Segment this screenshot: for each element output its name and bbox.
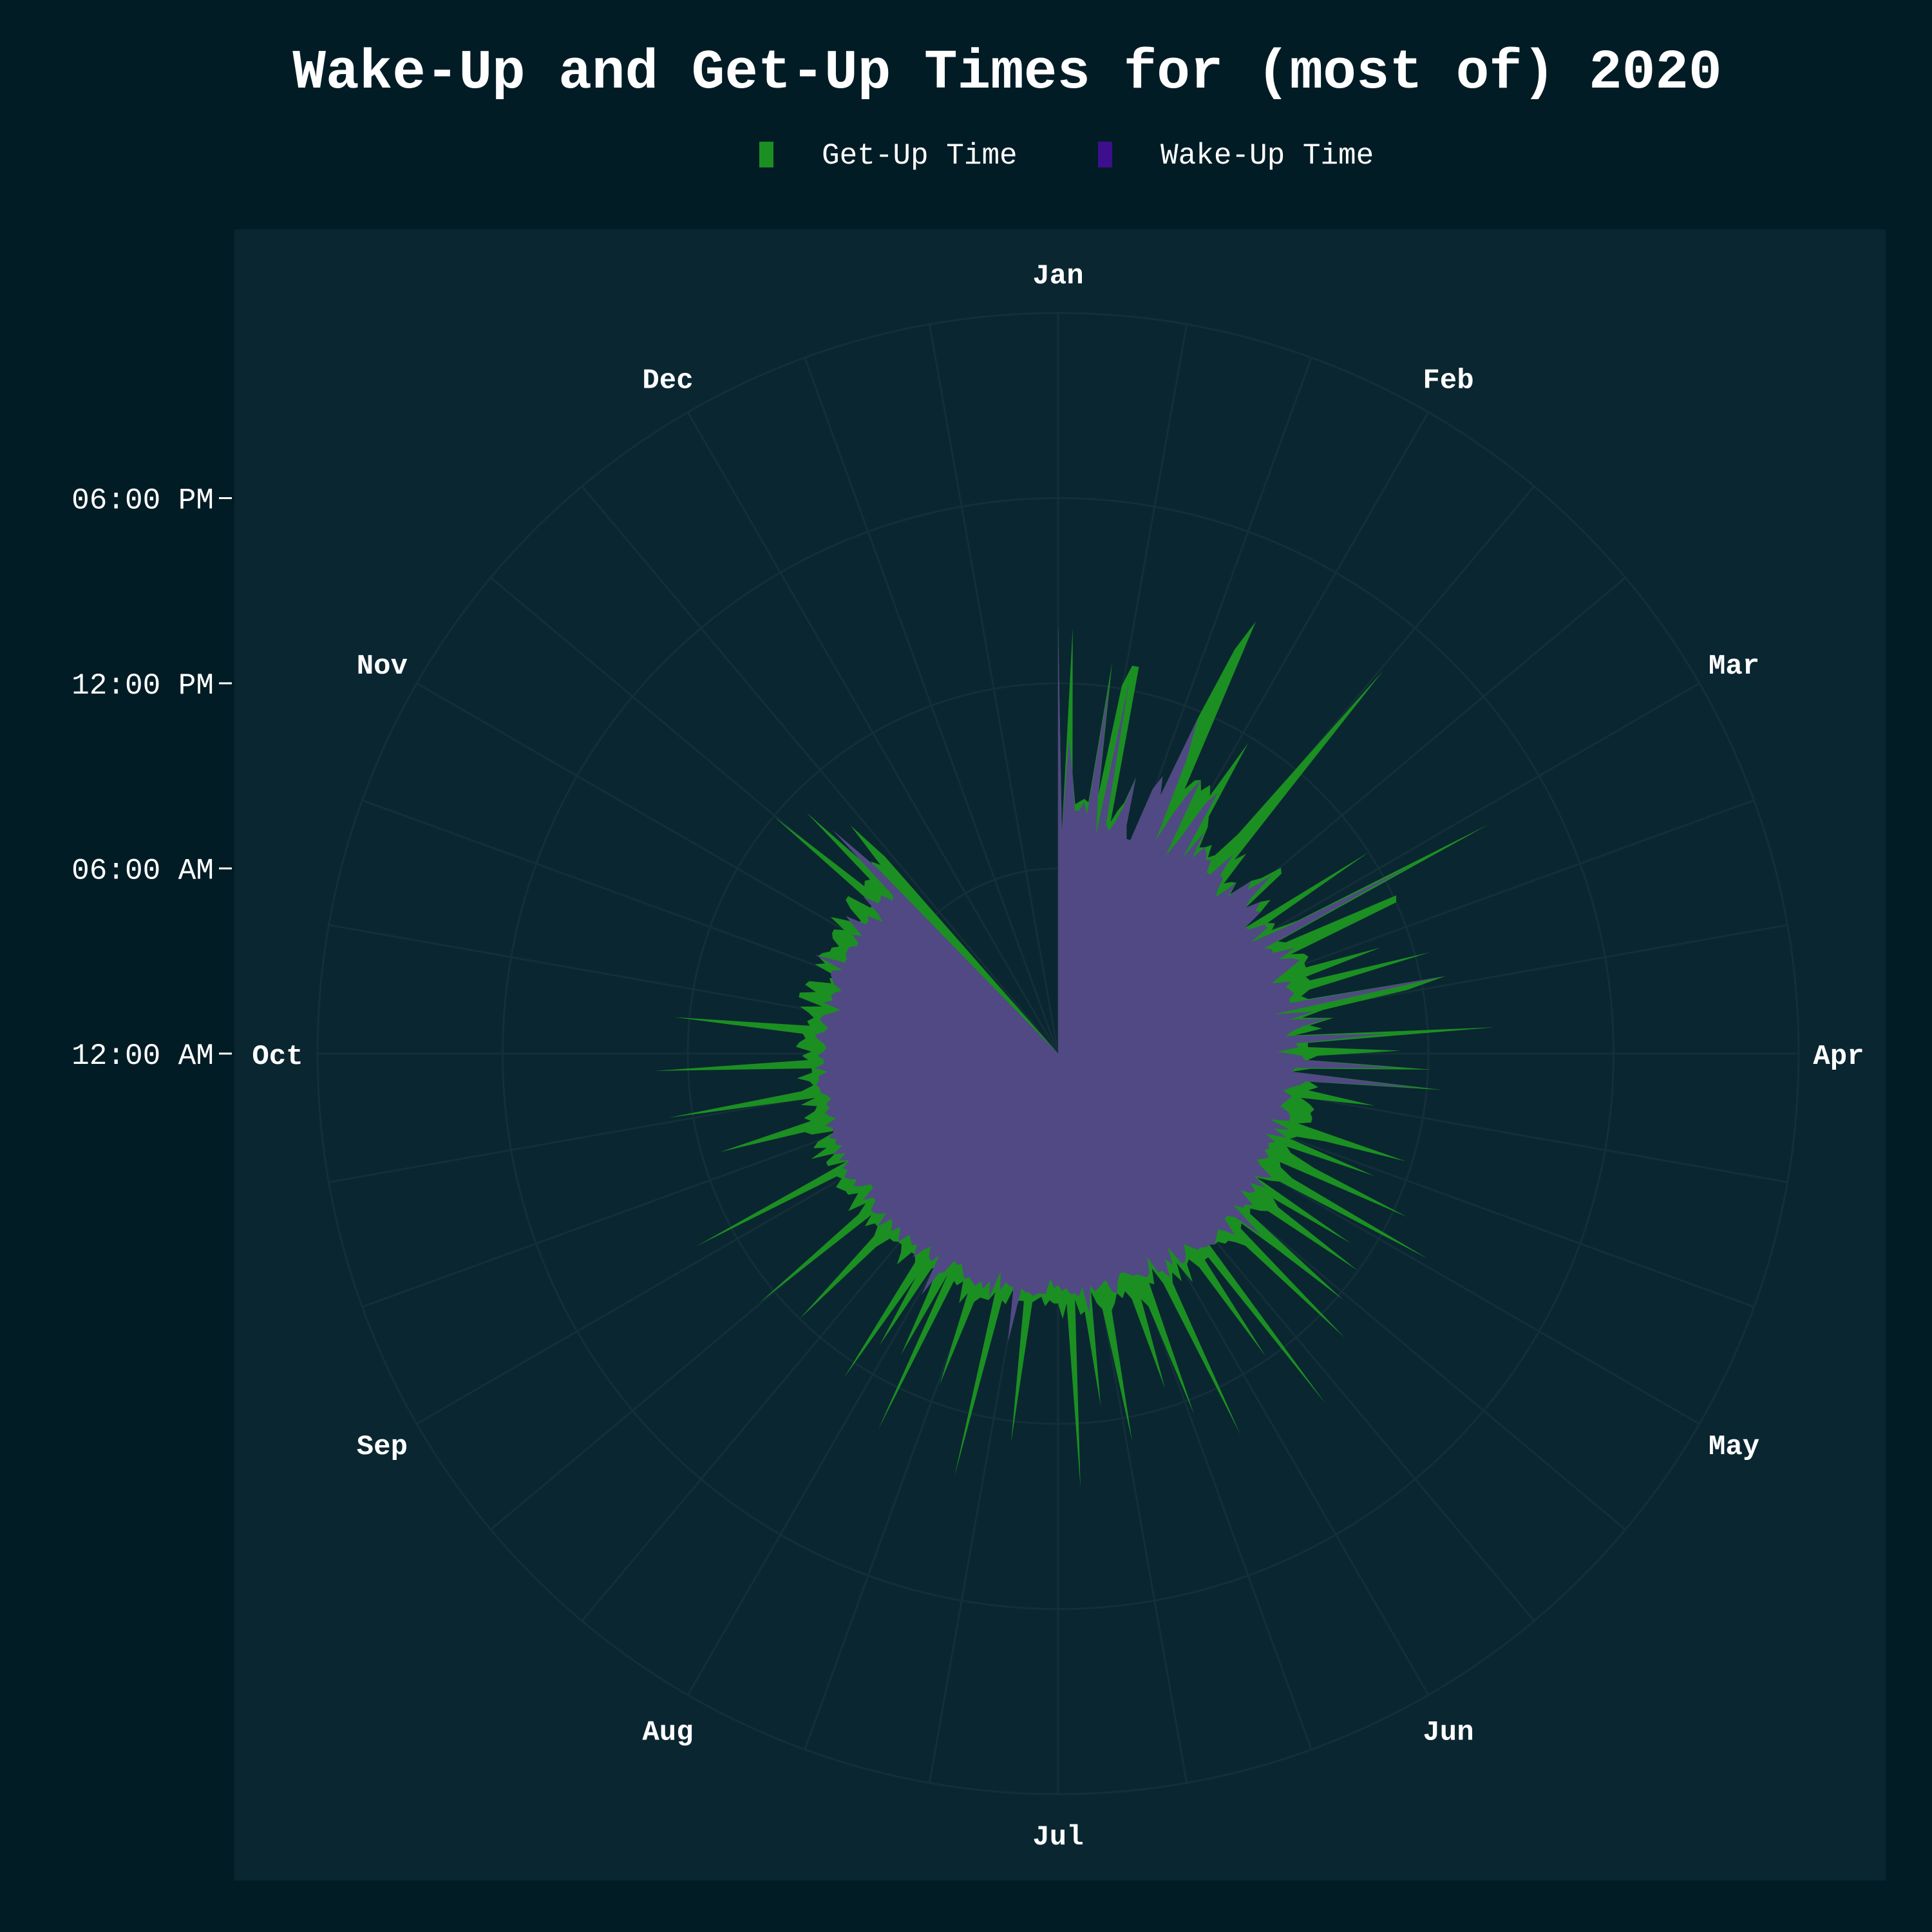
month-label-jun: Jun: [1423, 1717, 1473, 1749]
angular-gridline: [928, 324, 1059, 1054]
series-area-wake-up: [815, 625, 1446, 1343]
radial-tick-labels: 12:00 AM 06:00 AM 12:00 PM 06:00 PM: [71, 484, 232, 1073]
month-label-jan: Jan: [1032, 260, 1083, 292]
month-label-mar: Mar: [1709, 650, 1759, 683]
legend-swatch-wake-up: [1098, 142, 1112, 167]
month-label-jul: Jul: [1032, 1821, 1083, 1853]
angular-gridline: [581, 486, 1059, 1054]
month-label-oct: Oct: [252, 1041, 303, 1073]
month-label-nov: Nov: [357, 650, 408, 683]
month-label-may: May: [1709, 1431, 1759, 1463]
radial-tick-label: 06:00 PM: [71, 484, 214, 518]
legend-label-wake-up: Wake-Up Time: [1160, 139, 1374, 173]
angular-gridline: [687, 412, 1059, 1054]
chart-title: Wake-Up and Get-Up Times for (most of) 2…: [292, 41, 1721, 104]
angular-tick-labels: Jan Feb Mar Apr May Jun Jul Aug Sep Oct Nov Dec: [252, 260, 1864, 1853]
series-areas: [654, 621, 1496, 1488]
radial-tick-label: 06:00 AM: [71, 855, 214, 888]
angular-gridline: [804, 357, 1059, 1054]
radial-tick-label: 12:00 AM: [71, 1039, 214, 1073]
month-label-aug: Aug: [642, 1717, 693, 1749]
radial-tick-label: 12:00 PM: [71, 669, 214, 703]
month-label-dec: Dec: [642, 365, 693, 397]
legend-label-get-up: Get-Up Time: [822, 139, 1018, 173]
legend-swatch-get-up: [759, 142, 773, 167]
month-label-apr: Apr: [1813, 1041, 1864, 1073]
month-label-sep: Sep: [357, 1431, 408, 1463]
legend: Get-Up Time Wake-Up Time: [759, 139, 1374, 173]
month-label-feb: Feb: [1423, 365, 1473, 397]
